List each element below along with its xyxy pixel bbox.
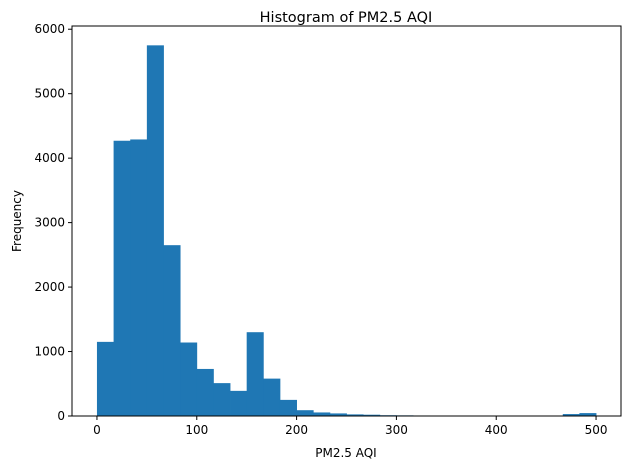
histogram-bar [163, 245, 181, 416]
chart-title: Histogram of PM2.5 AQI [260, 10, 433, 26]
histogram-bar [230, 390, 248, 416]
x-axis-label: PM2.5 AQI [315, 446, 376, 460]
histogram-bar [579, 413, 597, 416]
plot-frame [71, 25, 622, 417]
y-tick-label: 4000 [34, 151, 65, 165]
histogram-bar [213, 383, 231, 416]
x-tick-label: 400 [485, 423, 508, 437]
histogram-bar [313, 412, 331, 416]
x-axis-ticks: 0 100 200 300 400 500 [93, 416, 607, 437]
x-tick-label: 300 [385, 423, 408, 437]
y-tick-label: 3000 [34, 216, 65, 230]
histogram-bar [96, 341, 114, 416]
bars-group [96, 45, 597, 417]
histogram-bar [363, 414, 381, 416]
histogram-bar [146, 45, 164, 417]
y-tick-label: 2000 [34, 280, 65, 294]
histogram-bar [562, 414, 580, 416]
y-axis-label: Frequency [10, 190, 24, 252]
x-tick-label: 200 [285, 423, 308, 437]
x-tick-label: 500 [585, 423, 608, 437]
y-tick-label: 5000 [34, 87, 65, 101]
histogram-bar [180, 342, 198, 416]
y-axis-ticks: 0 1000 2000 3000 4000 5000 6000 [34, 22, 72, 423]
histogram-bar [296, 410, 314, 416]
histogram-bar [130, 139, 148, 417]
histogram-bar [246, 332, 264, 416]
histogram-bar [346, 414, 364, 416]
histogram-bar [113, 140, 131, 416]
y-tick-label: 6000 [34, 22, 65, 36]
histogram-bar [263, 378, 281, 416]
x-tick-label: 0 [93, 423, 101, 437]
x-tick-label: 100 [185, 423, 208, 437]
histogram-bar [279, 399, 297, 416]
y-tick-label: 1000 [34, 345, 65, 359]
histogram-bar [329, 413, 347, 416]
histogram-bar [196, 368, 214, 416]
y-tick-label: 0 [57, 409, 65, 423]
